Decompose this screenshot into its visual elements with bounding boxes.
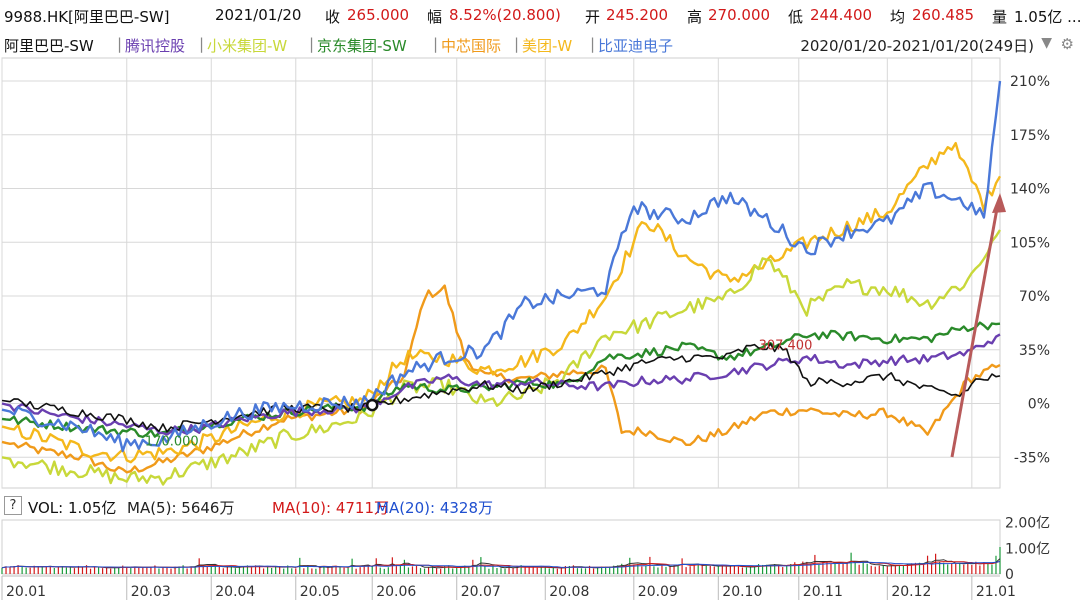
change-label: 幅 [427, 8, 443, 26]
gear-icon[interactable]: ⚙ [1060, 35, 1074, 53]
legend-item-meituan[interactable]: 美团-W [522, 37, 573, 55]
series-line-1 [1, 333, 1001, 436]
series-line-0 [1, 343, 1001, 433]
x-tick-label: 20.09 [638, 584, 678, 600]
y-tick-label: 140% [1010, 182, 1050, 198]
ma5-value: MA(5): 5646万 [127, 499, 235, 517]
legend-item-xiaomi[interactable]: 小米集团-W [207, 37, 288, 55]
y-axis: 210% 175% 140% 105% 70% 35% 0% -35% [1010, 74, 1050, 466]
quote-date: 2021/01/20 [215, 6, 302, 24]
close-label: 收 [325, 8, 341, 26]
series-line-4 [1, 284, 1001, 474]
y-tick-label: 0% [1028, 397, 1050, 413]
x-tick-label: 20.07 [461, 584, 501, 600]
legend-separator: | [433, 35, 439, 53]
legend-item-alibaba[interactable]: 阿里巴巴-SW [4, 37, 94, 55]
volume-chart: 2.00亿 1.00亿 0 [1, 516, 1050, 583]
series-line-5 [1, 141, 1002, 464]
x-tick-label: 20.05 [300, 584, 340, 600]
x-tick-label: 20.03 [131, 584, 171, 600]
crosshair-marker [365, 398, 379, 412]
low-value: 244.400 [810, 6, 873, 24]
legend-item-smic[interactable]: 中芯国际 [441, 37, 502, 55]
legend-item-tencent[interactable]: 腾讯控股 [125, 37, 186, 55]
close-value: 265.000 [347, 6, 410, 24]
series-line-2 [1, 229, 1002, 486]
grid [1, 57, 1001, 489]
y-tick-label: 35% [1019, 343, 1050, 359]
open-label: 开 [585, 8, 601, 26]
legend-separator: | [590, 35, 596, 53]
trend-arrow-icon [950, 202, 1000, 458]
legend-separator: | [514, 35, 520, 53]
ma20-line [1, 561, 1001, 569]
annotation-high: 307.400 [759, 338, 813, 353]
legend-item-jd[interactable]: 京东集团-SW [317, 37, 407, 55]
legend-separator: | [117, 35, 123, 53]
ma20-value: MA(20): 4328万 [376, 499, 493, 517]
x-tick-label: 20.01 [6, 584, 46, 600]
annotation-low: 170.000 [145, 434, 199, 449]
x-tick-label: 21.01 [976, 584, 1016, 600]
low-label: 低 [788, 8, 804, 26]
annotations: 170.000 307.400 [145, 193, 1006, 458]
high-value: 270.000 [708, 6, 771, 24]
high-label: 高 [687, 8, 703, 26]
change-value: 8.52%(20.800) [449, 6, 561, 24]
volume-y-tick: 0 [1005, 567, 1014, 583]
plot-border [1, 57, 1001, 489]
open-value: 245.200 [606, 6, 669, 24]
legend-separator: | [199, 35, 205, 53]
series-legend: 阿里巴巴-SW | 腾讯控股 | 小米集团-W | 京东集团-SW | 中芯国际… [0, 32, 1080, 56]
x-tick-label: 20.04 [215, 584, 255, 600]
y-tick-label: 70% [1019, 289, 1050, 305]
series-line-6 [1, 80, 1002, 453]
x-tick-label: 20.11 [803, 584, 843, 600]
vol-label: 量 [992, 8, 1008, 26]
avg-value: 260.485 [912, 6, 975, 24]
series-lines [1, 80, 1002, 486]
help-button[interactable]: ? [4, 496, 22, 515]
vol-total: VOL: 1.05亿 [28, 499, 117, 517]
volume-y-tick: 1.00亿 [1005, 541, 1050, 557]
y-tick-label: 105% [1010, 235, 1050, 251]
legend-item-byd-electronic[interactable]: 比亚迪电子 [598, 37, 674, 55]
vol-value: 1.05亿 ... [1014, 8, 1080, 26]
trend-arrowhead-icon [992, 193, 1006, 213]
x-tick-label: 20.10 [722, 584, 762, 600]
x-axis: 20.01 20.03 20.04 20.05 20.06 20.07 20.08 20.09… [1, 575, 1016, 600]
date-range[interactable]: 2020/01/20-2021/01/20(249日) [800, 37, 1034, 55]
y-tick-label: -35% [1014, 450, 1050, 466]
quote-header: 9988.HK[阿里巴巴-SW] 2021/01/20 收 265.000 幅 … [0, 0, 1080, 32]
x-tick-label: 20.12 [891, 584, 931, 600]
triangle-down-icon[interactable]: ▼ [1041, 35, 1052, 51]
stock-code: 9988.HK[阿里巴巴-SW] [4, 8, 170, 26]
legend-separator: | [309, 35, 315, 53]
volume-header: ? VOL: 1.05亿 MA(5): 5646万 MA(10): 4711万 … [0, 493, 1080, 519]
x-tick-label: 20.06 [376, 584, 416, 600]
x-tick-label: 20.08 [549, 584, 589, 600]
avg-label: 均 [890, 8, 906, 26]
ma10-value: MA(10): 4711万 [272, 499, 389, 517]
y-tick-label: 210% [1010, 74, 1050, 90]
y-tick-label: 175% [1010, 128, 1050, 144]
volume-y-tick: 2.00亿 [1005, 516, 1050, 532]
